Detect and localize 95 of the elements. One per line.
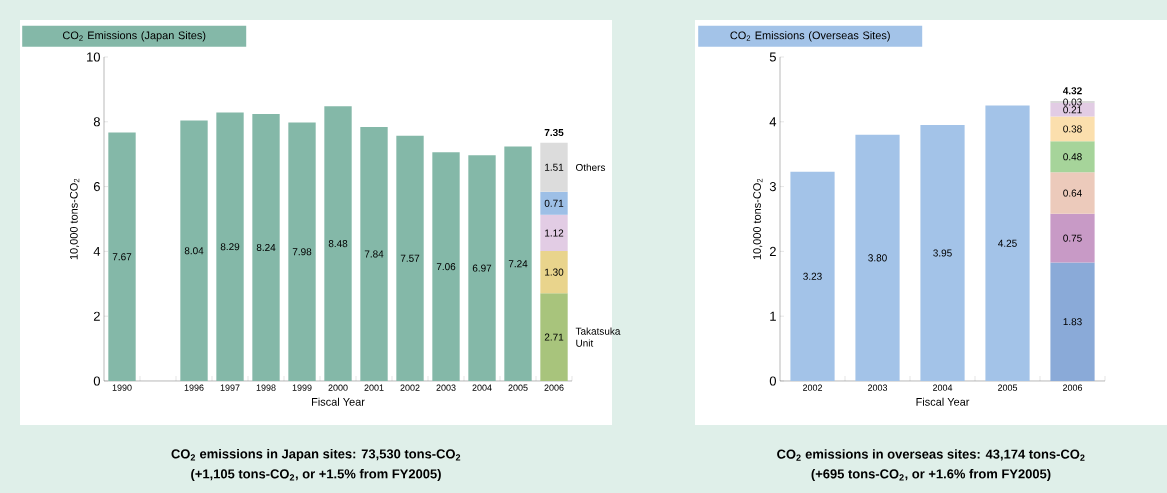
bar: [540, 191, 568, 215]
x-tick-label: 1996: [184, 384, 204, 391]
y-tick-label: 5: [769, 52, 776, 62]
data-label: 7.57: [400, 254, 420, 262]
x-tick-label: 2000: [328, 384, 348, 391]
chart-title: CO$_{2}$ Emissions (Japan Sites): [62, 31, 206, 42]
bar: [1050, 116, 1095, 142]
y-tick-label: 8: [93, 117, 100, 127]
y-tick-label: 6: [93, 182, 100, 192]
total-label: 7.35: [544, 129, 564, 137]
bar: [985, 105, 1030, 381]
data-label: 0.03: [1063, 98, 1082, 106]
x-tick-label: 2001: [364, 384, 384, 391]
x-tick-label: 2003: [436, 384, 456, 391]
bar: [396, 135, 424, 381]
bar: [324, 106, 352, 381]
data-label: 1.12: [545, 229, 564, 237]
data-label: 8.04: [184, 247, 204, 255]
bar: [855, 134, 900, 381]
y-tick-label: 10: [87, 52, 100, 62]
total-label: 4.32: [1062, 87, 1082, 95]
y-tick-label: 0: [93, 376, 100, 386]
bar: [216, 112, 244, 381]
y-tick-label: 2: [93, 311, 100, 321]
bar: [920, 125, 965, 381]
bar: [288, 122, 316, 381]
data-label: 7.67: [112, 253, 132, 261]
x-tick-label: 2002: [802, 384, 823, 391]
x-tick-label: 1997: [220, 384, 240, 391]
bar: [360, 126, 388, 381]
x-tick-label: 2005: [997, 384, 1018, 391]
text: (+1,105 tons-CO$_{2}$, or +1.5% from FY2005): [191, 468, 441, 482]
text: (+695 tons-CO$_{2}$, or +1.6% from FY2005): [811, 468, 1051, 482]
bar: [540, 251, 568, 294]
bar: [1050, 172, 1095, 214]
data-label: 3.95: [933, 249, 952, 257]
data-label: 7.84: [364, 250, 384, 258]
data-label: 7.98: [292, 248, 312, 256]
data-label: 8.29: [220, 243, 240, 251]
data-label: 1.83: [1063, 318, 1082, 326]
bar: [1050, 213, 1095, 263]
bar: [540, 214, 568, 252]
x-tick-label: 1990: [112, 384, 132, 391]
data-label: 7.24: [508, 260, 528, 268]
data-label: 3.23: [803, 272, 822, 280]
data-label: 7.06: [436, 263, 456, 271]
chart-title: CO$_{2}$ Emissions (Overseas Sites): [730, 31, 890, 42]
y-tick-label: 2: [769, 246, 776, 256]
x-tick-label: 2003: [867, 384, 888, 391]
x-tick-label: 2002: [400, 384, 420, 391]
bar: [504, 146, 532, 381]
x-tick-label: 1999: [292, 384, 312, 391]
data-label: 6.97: [472, 264, 492, 272]
data-label: 2.71: [544, 333, 564, 341]
data-label: 3.80: [868, 254, 887, 262]
bar: [790, 171, 835, 381]
bar: [432, 152, 460, 381]
x-tick-label: 2005: [508, 384, 528, 391]
data-label: 0.38: [1063, 125, 1082, 133]
x-tick-label: 2004: [932, 384, 953, 391]
data-label: 0.71: [544, 199, 564, 207]
series-label: Takatsuka Unit: [575, 327, 621, 347]
data-label: 4.25: [998, 239, 1017, 247]
y-tick-label: 4: [93, 246, 101, 256]
bar: [540, 142, 568, 192]
bar: [468, 155, 496, 381]
data-label: 8.48: [328, 240, 348, 248]
bar: [180, 120, 208, 381]
x-tick-label: 2006: [544, 384, 564, 391]
data-label: 0.75: [1063, 234, 1082, 242]
bar: [108, 132, 136, 381]
text: CO$_{2}$ emissions in overseas sites: 43,174 tons-CO$_{2}$: [777, 449, 1085, 461]
data-label: 0.48: [1063, 153, 1082, 161]
x-tick-label: 1998: [256, 384, 276, 391]
data-label: 1.51: [545, 163, 564, 171]
bar: [540, 293, 568, 381]
x-axis-title: Fiscal Year: [916, 397, 970, 406]
y-tick-label: 4: [769, 117, 777, 127]
bar: [1050, 141, 1095, 173]
y-tick-label: 0: [769, 376, 776, 386]
data-label: 0.21: [1063, 106, 1082, 114]
x-axis-title: Fiscal Year: [312, 397, 365, 406]
data-label: 1.30: [545, 268, 564, 276]
text: CO$_{2}$ emissions in Japan sites: 73,530 tons-CO$_{2}$: [171, 448, 461, 462]
y-axis-title: 10,000 tons-CO$_{2}$: [753, 178, 763, 260]
x-tick-label: 2006: [1062, 384, 1083, 391]
y-tick-label: 1: [770, 311, 776, 321]
bar: [1050, 262, 1095, 381]
y-axis-title: 10,000 tons-CO$_{2}$: [69, 178, 80, 260]
y-tick-label: 3: [769, 182, 776, 192]
bar: [252, 114, 280, 381]
x-tick-label: 2004: [472, 384, 492, 391]
series-label: Others: [576, 163, 606, 171]
data-label: 0.64: [1063, 189, 1082, 197]
data-label: 8.24: [256, 243, 276, 252]
